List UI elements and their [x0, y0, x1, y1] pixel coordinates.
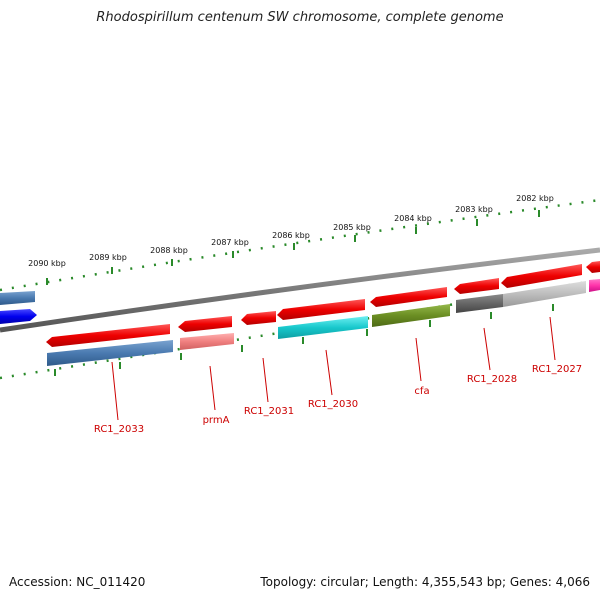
chromosome-backbone [0, 247, 600, 333]
genome-summary-text: Topology: circular; Length: 4,355,543 bp… [260, 575, 590, 589]
accession-text: Accession: NC_011420 [9, 575, 146, 589]
gene-label-cfa: cfa [414, 386, 429, 397]
outer-major-ticks [46, 210, 540, 285]
gene-feature-cfa [370, 287, 447, 307]
inner-scale-arc [0, 278, 600, 380]
gene-feature-blue-edge [0, 309, 37, 324]
gene-feature-rc1-2028-gray [456, 294, 503, 313]
gene-label-rc1-2027: RC1_2027 [532, 364, 582, 375]
gene-label-prma: prmA [203, 415, 230, 426]
inner-major-ticks [54, 304, 554, 376]
gene-feature-rc1-2028-fwd [454, 278, 499, 294]
gene-label-rc1-2028: RC1_2028 [467, 374, 517, 385]
gene-feature-rc1-2030-fwd [277, 299, 365, 320]
gene-feature-rc1-2030-cyan [278, 316, 368, 339]
gene-labels: RC1_2033 prmA RC1_2031 RC1_2030 cfa RC1_… [94, 364, 582, 435]
gene-feature-magenta-edge [589, 279, 600, 292]
gene-feature-cfa-olive [372, 304, 450, 327]
gene-label-rc1-2030: RC1_2030 [308, 399, 358, 410]
outer-scale-arc [0, 198, 600, 292]
tick-label: 2084 kbp [394, 214, 432, 223]
forward-strand-features [0, 261, 600, 347]
label-leader-lines [111, 316, 556, 421]
tick-label: 2089 kbp [89, 253, 127, 262]
gene-feature-prma-pink [180, 333, 234, 350]
tick-label: 2086 kbp [272, 231, 310, 240]
secondary-features [47, 279, 600, 366]
tick-label: 2088 kbp [150, 246, 188, 255]
gene-feature-rc1-2033 [46, 324, 170, 347]
gene-feature-rc1-2027-gray [503, 281, 586, 307]
gene-feature-rc1-2033-steel [47, 340, 173, 366]
tick-label: 2085 kbp [333, 223, 371, 232]
tick-label: 2090 kbp [28, 259, 66, 268]
page-title: Rhodospirillum centenum SW chromosome, c… [96, 10, 504, 25]
gene-label-rc1-2033: RC1_2033 [94, 424, 144, 435]
tick-label: 2087 kbp [211, 238, 249, 247]
gene-feature-prma [178, 316, 232, 332]
gene-feature-rc1-2031 [241, 311, 276, 325]
gene-feature-steelblue-edge [0, 291, 35, 305]
gene-label-rc1-2031: RC1_2031 [244, 406, 294, 417]
tick-label: 2083 kbp [455, 205, 493, 214]
tick-label: 2082 kbp [516, 194, 554, 203]
scale-tick-labels: 2090 kbp 2089 kbp 2088 kbp 2087 kbp 2086… [28, 194, 554, 268]
gene-feature-right-edge [586, 261, 600, 273]
gene-feature-rc1-2027-fwd [501, 264, 582, 288]
